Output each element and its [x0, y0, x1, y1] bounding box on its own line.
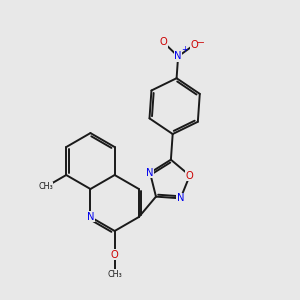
Text: N: N: [177, 193, 184, 203]
Text: N: N: [87, 212, 94, 222]
Text: O: O: [190, 40, 198, 50]
Text: CH₃: CH₃: [38, 182, 53, 191]
Text: O: O: [160, 38, 167, 47]
Text: O: O: [111, 250, 119, 260]
Text: −: −: [197, 37, 205, 46]
Text: +: +: [181, 46, 188, 55]
Text: CH₃: CH₃: [107, 270, 122, 279]
Text: N: N: [174, 52, 182, 61]
Text: O: O: [186, 170, 194, 181]
Text: N: N: [146, 168, 154, 178]
